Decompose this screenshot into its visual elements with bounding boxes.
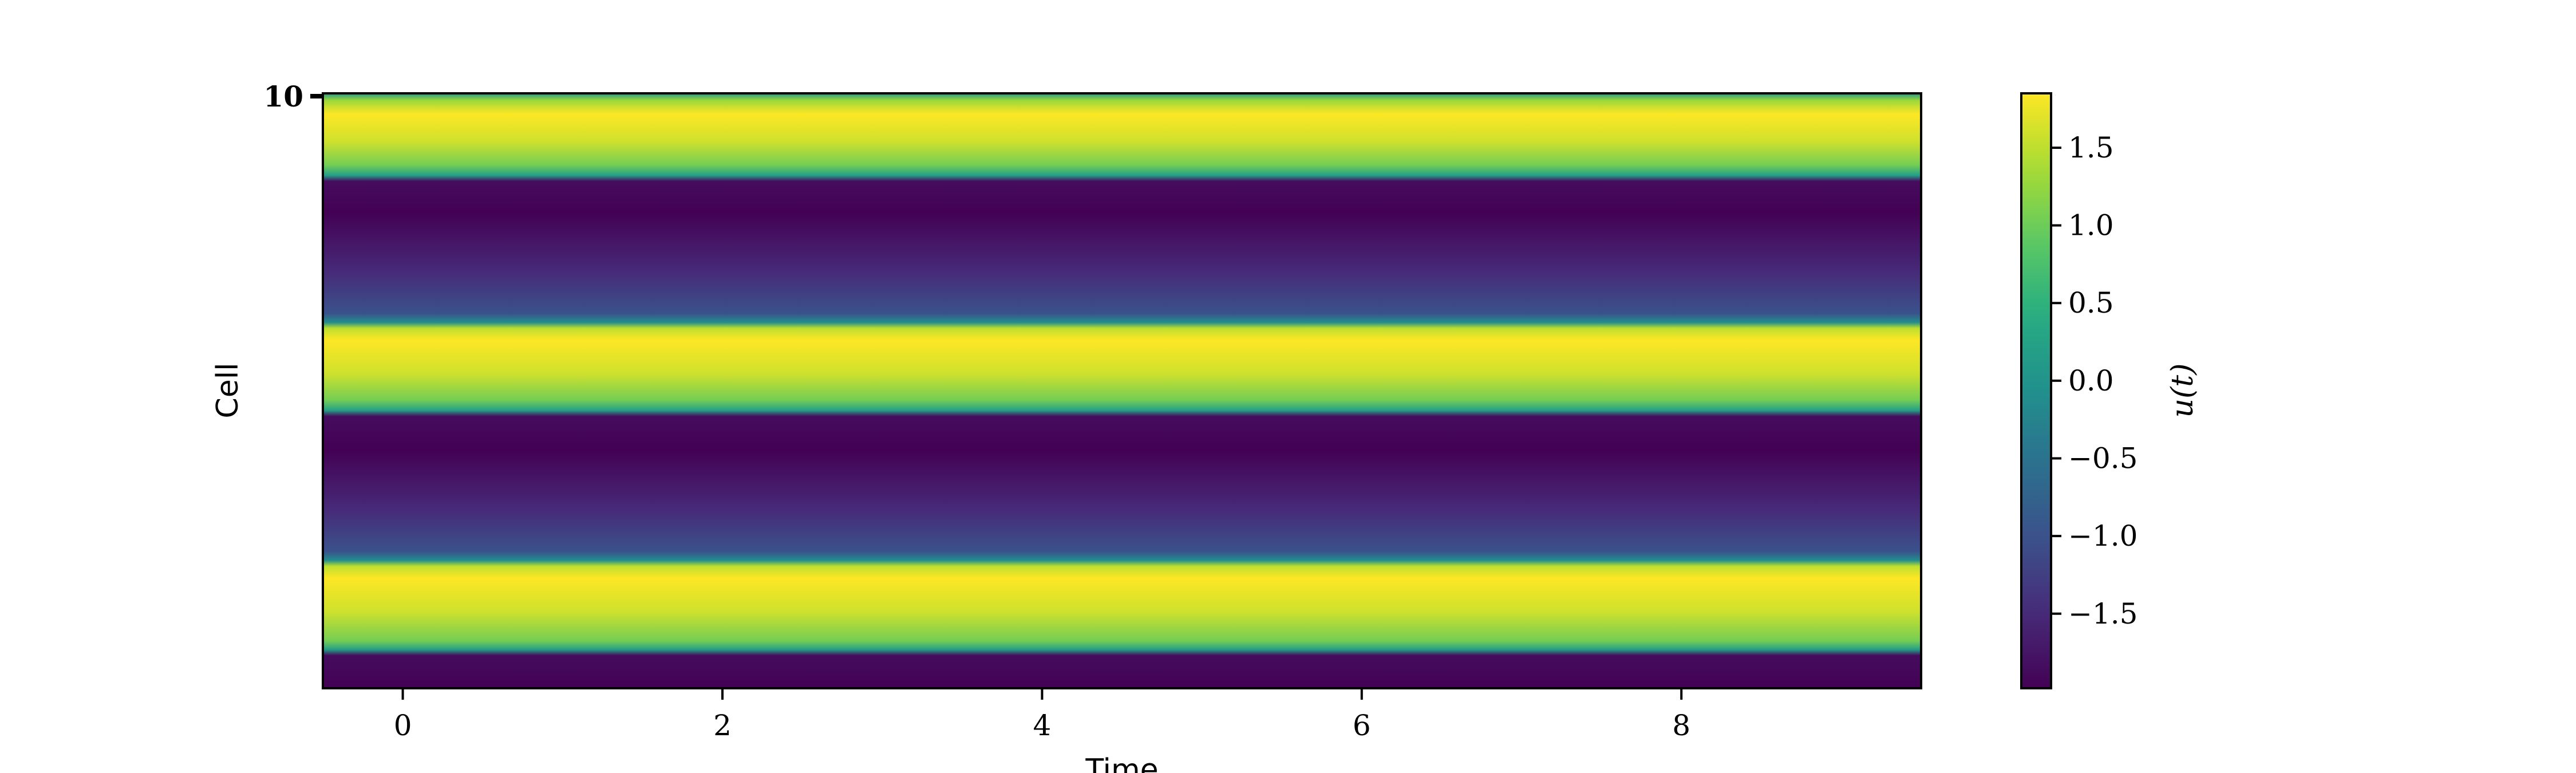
colorbar-label: u(t): [2166, 364, 2200, 418]
plot-frame: [322, 92, 1922, 689]
y-tick-label-overlap: 10: [263, 80, 303, 113]
x-tick-label: 4: [1033, 709, 1051, 742]
colorbar-tick-label: 0.5: [2068, 286, 2114, 320]
heatmap-image: [323, 93, 1921, 688]
plot-area: [322, 92, 1922, 689]
x-tick-label: 8: [1672, 709, 1690, 742]
y-axis: 10 Cell: [211, 80, 323, 419]
colorbar-tick-label: 1.0: [2068, 209, 2114, 242]
colorbar-frame: [2020, 92, 2052, 689]
colorbar: u(t) 1.5 1.0 0.5 0.0 −0.5 −1.0 −1.5: [2020, 92, 2200, 689]
colorbar-tick-label: −0.5: [2068, 442, 2138, 475]
colorbar-tick-label: −1.5: [2068, 597, 2138, 630]
x-tick-label: 2: [713, 709, 732, 742]
x-axis: Time 0 2 4 6 8: [394, 688, 1690, 773]
colorbar-tick-label: 0.0: [2068, 364, 2114, 397]
colorbar-image: [2021, 93, 2051, 688]
x-axis-label: Time: [1085, 753, 1158, 773]
x-tick-label: 6: [1353, 709, 1371, 742]
y-axis-label: Cell: [211, 362, 245, 418]
colorbar-tick-label: 1.5: [2068, 131, 2114, 164]
x-tick-label: 0: [394, 709, 412, 742]
colorbar-tick-label: −1.0: [2068, 519, 2138, 553]
